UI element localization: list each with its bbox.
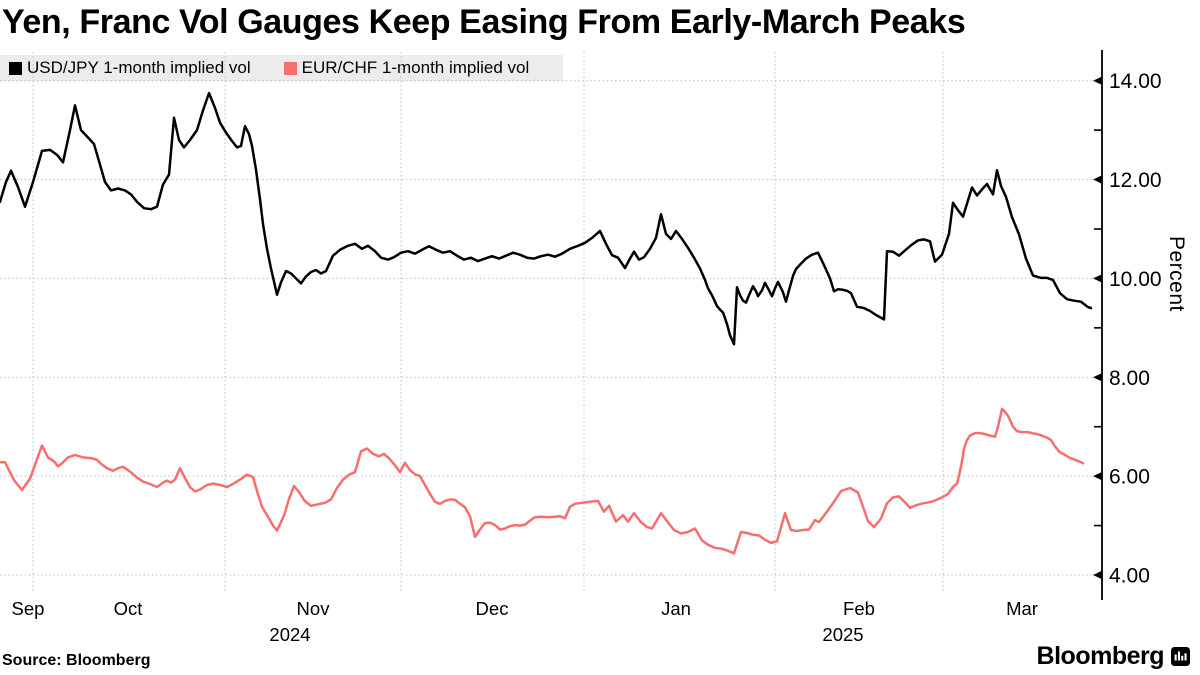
eurchf-swatch-icon	[283, 61, 297, 75]
y-major-tick	[1093, 373, 1102, 382]
x-axis-month-label: Mar	[1006, 598, 1038, 619]
y-axis-tick-label: 12.00	[1109, 169, 1162, 192]
chart-title: Yen, Franc Vol Gauges Keep Easing From E…	[2, 3, 966, 41]
y-axis-tick-label: 4.00	[1109, 565, 1150, 588]
x-axis-year-label: 2025	[822, 624, 863, 645]
usdjpy-vol-line	[0, 91, 1093, 346]
bloomberg-logo: Bloomberg	[1037, 642, 1190, 671]
usdjpy-swatch-icon	[9, 61, 22, 75]
bloomberg-mark-icon	[1171, 647, 1190, 666]
x-axis-month-label: Dec	[476, 598, 509, 619]
y-axis-tick-label: 14.00	[1109, 70, 1162, 93]
x-axis-month-label: Feb	[843, 598, 875, 619]
legend-label-usdjpy: USD/JPY 1-month implied vol	[27, 58, 251, 77]
x-axis-month-label: Oct	[114, 598, 143, 619]
y-major-tick	[1093, 175, 1102, 184]
x-axis-month-label: Jan	[661, 598, 691, 619]
x-axis-month-label: Sep	[12, 598, 45, 619]
legend-item-usdjpy: USD/JPY 1-month implied vol	[9, 58, 251, 78]
eurchf-vol-line	[0, 407, 1085, 555]
legend-item-eurchf: EUR/CHF 1-month implied vol	[283, 58, 530, 78]
y-axis-tick-label: 10.00	[1109, 268, 1162, 291]
x-axis-month-label: Nov	[297, 598, 331, 619]
y-major-tick	[1093, 274, 1102, 283]
y-major-tick	[1093, 76, 1102, 85]
x-axis-year-label: 2024	[269, 624, 310, 645]
legend-label-eurchf: EUR/CHF 1-month implied vol	[301, 58, 530, 77]
legend: USD/JPY 1-month implied vol EUR/CHF 1-mo…	[0, 55, 563, 81]
y-major-tick	[1093, 471, 1102, 481]
y-axis-title: Percent	[1165, 236, 1188, 312]
y-axis-tick-label: 8.00	[1109, 367, 1150, 390]
y-major-tick	[1093, 570, 1102, 580]
bloomberg-wordmark: Bloomberg	[1036, 642, 1165, 670]
y-axis-tick-label: 6.00	[1109, 466, 1150, 489]
source-note: Source: Bloomberg	[2, 652, 151, 669]
